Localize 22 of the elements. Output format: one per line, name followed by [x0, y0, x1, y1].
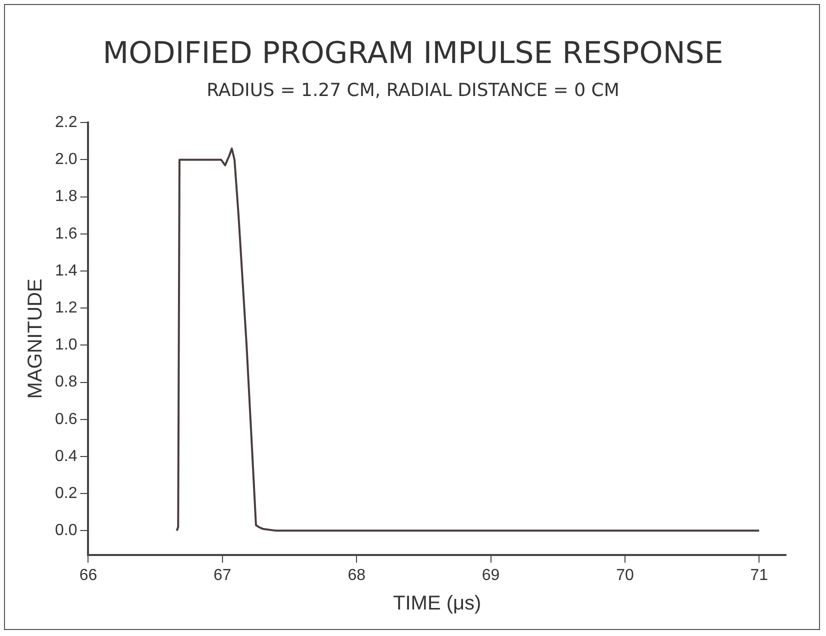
x-tick-label: 70: [616, 566, 634, 584]
x-tick-label: 66: [79, 566, 98, 584]
x-tick-label: 68: [348, 566, 366, 584]
y-tick-label: 0.2: [54, 484, 78, 502]
y-tick-label: 1.2: [54, 300, 78, 316]
x-axis-title: TIME (μs): [393, 592, 482, 615]
y-tick-label: 0.8: [54, 374, 78, 391]
y-axis-title: MAGNITUDE: [24, 278, 47, 399]
y-tick-label: 1.4: [54, 262, 78, 280]
y-tick-label: 0.6: [54, 410, 78, 428]
x-tick-label: 67: [214, 566, 232, 584]
y-tick-label: 1.0: [54, 336, 78, 354]
chart-title: MODIFIED PROGRAM IMPULSE RESPONSE: [102, 36, 724, 71]
x-tick-label: 69: [482, 566, 500, 584]
y-tick-label: 0.0: [54, 522, 78, 540]
chart-subtitle: RADIUS = 1.27 CM, RADIAL DISTANCE = 0 CM: [206, 80, 620, 101]
y-tick-label: 0.4: [54, 448, 78, 465]
y-tick-label: 2.0: [54, 151, 78, 168]
y-tick-label: 2.2: [54, 114, 78, 132]
x-tick-label: 71: [750, 566, 768, 584]
y-tick-label: 1.6: [54, 225, 78, 242]
y-tick-label: 1.8: [54, 188, 78, 206]
